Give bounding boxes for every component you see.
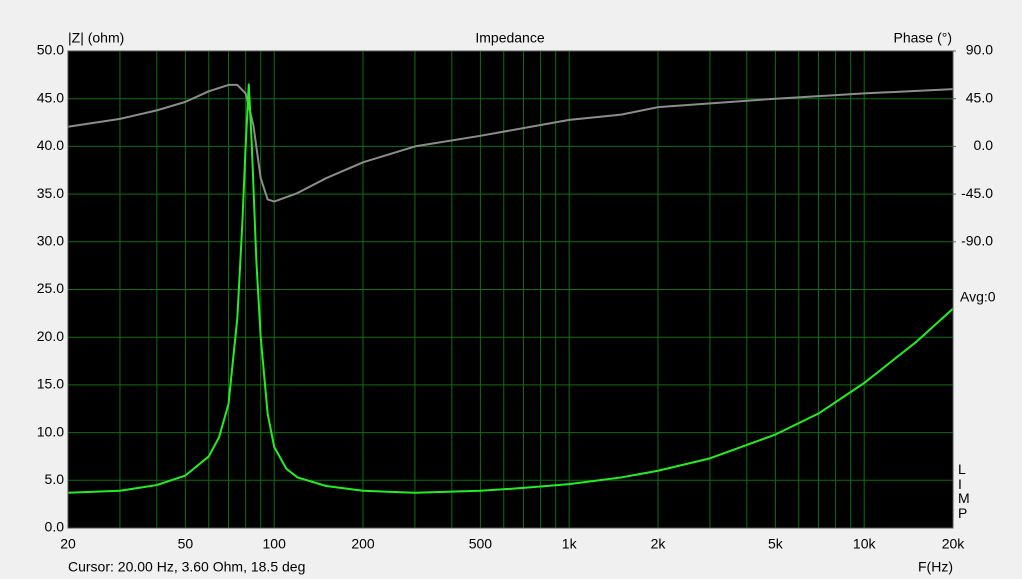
y-tick-label: 5.0: [45, 471, 65, 487]
x-tick-label: 500: [469, 536, 493, 552]
x-tick-label: 2k: [651, 536, 667, 552]
y-axis-label: |Z| (ohm): [68, 30, 124, 46]
y-tick-label: 45.0: [37, 89, 64, 105]
y-tick-label: 10.0: [37, 423, 64, 439]
y2-tick-label: -45.0: [961, 185, 993, 201]
x-tick-label: 20k: [942, 536, 966, 552]
x-tick-label: 200: [351, 536, 375, 552]
series-line: [67, 83, 954, 203]
x-tick-label: 5k: [768, 536, 784, 552]
x-tick-label: 1k: [562, 536, 578, 552]
chart-title: Impedance: [475, 30, 544, 46]
y-tick-label: 40.0: [37, 137, 64, 153]
x-tick-label: 50: [178, 536, 194, 552]
y-tick-label: 30.0: [37, 233, 64, 249]
y2-tick-label: -90.0: [961, 233, 993, 249]
y2-tick-label: 45.0: [966, 89, 993, 105]
y2-tick-label: 0.0: [974, 137, 994, 153]
y-tick-label: 20.0: [37, 328, 64, 344]
y-tick-label: 25.0: [37, 280, 64, 296]
y2-axis-label: Phase (°): [893, 30, 952, 46]
y2-tick-label: 90.0: [966, 42, 993, 58]
x-tick-label: 20: [60, 536, 76, 552]
series-line: [67, 83, 954, 494]
x-axis-label: F(Hz): [918, 559, 953, 575]
y-tick-label: 50.0: [37, 42, 64, 58]
y-tick-label: 35.0: [37, 185, 64, 201]
cursor-status: Cursor: 20.00 Hz, 3.60 Ohm, 18.5 deg: [68, 559, 305, 575]
plot-border: [67, 50, 954, 529]
x-tick-label: 100: [263, 536, 287, 552]
watermark: LIMP: [958, 461, 970, 521]
x-tick-label: 10k: [853, 536, 877, 552]
annotation: Avg:0: [960, 289, 996, 305]
y-tick-label: 0.0: [45, 519, 65, 535]
y-tick-label: 15.0: [37, 376, 64, 392]
